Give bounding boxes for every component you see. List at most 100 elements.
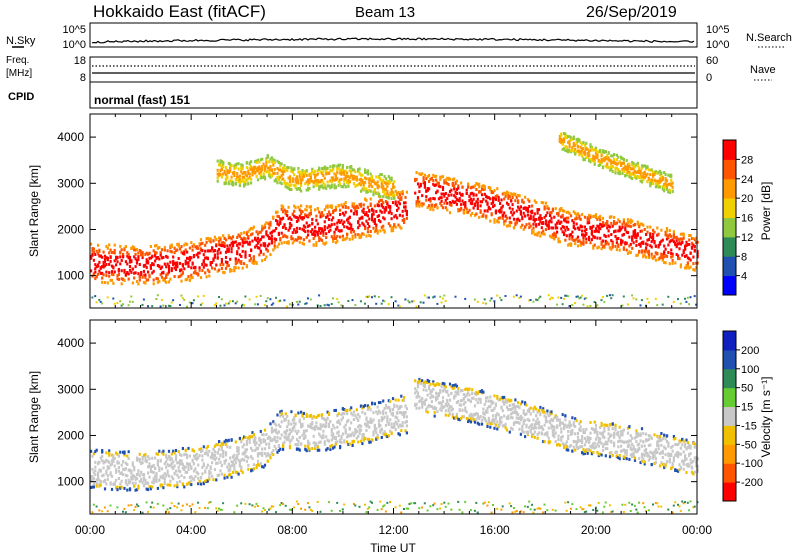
range-gate-cell-3159 <box>649 179 652 182</box>
range-gate-cell-83 <box>110 272 114 276</box>
range-gate-cell-2761 <box>596 156 599 160</box>
range-gate-cell-1396 <box>334 237 337 240</box>
range-gate-cell-544 <box>222 234 225 238</box>
range-gate-cell-132 <box>123 453 126 457</box>
range-gate-cell-692 <box>263 428 267 432</box>
range-gate-cell-3077 <box>638 171 641 174</box>
range-gate-cell-2143 <box>476 182 479 186</box>
range-gate-cell-91 <box>112 281 115 285</box>
range-gate-cell-1358 <box>439 407 442 411</box>
range-gate-cell-2436 <box>551 233 554 237</box>
range-gate-cell-73 <box>108 251 111 255</box>
colorbar-tick-label: 20 <box>741 193 753 205</box>
range-gate-cell-2205 <box>492 205 495 209</box>
range-gate-cell-15 <box>92 247 95 251</box>
range-gate-cell-3251 <box>661 185 664 189</box>
range-gate-cell-1205 <box>394 428 397 432</box>
range-gate-cell-174 <box>133 271 136 275</box>
range-gate-cell-1496 <box>347 181 350 185</box>
range-gate-cell-79 <box>109 259 112 263</box>
range-gate-cell-1286 <box>421 402 424 406</box>
range-gate-cell-548 <box>227 468 230 472</box>
range-gate-cell-2992 <box>626 170 630 174</box>
range-gate-cell-2044 <box>450 203 453 207</box>
range-gate-cell-2859 <box>608 294 611 297</box>
range-gate-cell-1486 <box>346 171 349 175</box>
range-gate-cell-1164 <box>304 230 307 234</box>
range-gate-cell-2115 <box>469 213 472 217</box>
range-gate-cell-1420 <box>337 229 340 233</box>
range-gate-cell-1642 <box>366 169 369 173</box>
range-gate-cell-2910 <box>615 162 618 166</box>
range-gate-cell-2156 <box>480 185 484 189</box>
range-gate-cell-730 <box>273 428 276 432</box>
range-gate-cell-238 <box>149 470 152 473</box>
range-gate-cell-3191 <box>653 173 656 177</box>
range-gate-cell-1137 <box>377 419 381 423</box>
range-gate-cell-4 <box>90 254 93 258</box>
range-gate-cell-211 <box>142 454 146 457</box>
range-gate-cell-406 <box>191 459 194 463</box>
range-gate-cell-1056 <box>288 177 292 181</box>
range-gate-cell-660 <box>237 242 240 246</box>
range-gate-cell-3004 <box>628 165 631 168</box>
range-gate-cell-593 <box>227 161 230 165</box>
range-gate-cell-1733 <box>379 198 382 202</box>
range-gate-cell-2135 <box>475 212 478 216</box>
range-gate-cell-2515 <box>564 145 567 149</box>
range-gate-cell-1439 <box>458 508 461 511</box>
range-gate-cell-3178 <box>652 182 655 185</box>
range-gate-cell-344 <box>176 248 179 252</box>
range-gate-cell-2060 <box>454 190 457 194</box>
range-gate-cell-1560 <box>355 177 358 181</box>
range-gate-cell-1195 <box>307 297 309 300</box>
range-gate-cell-976 <box>336 440 339 444</box>
range-gate-cell-292 <box>163 472 166 476</box>
range-gate-cell-107 <box>116 461 119 465</box>
range-gate-cell-594 <box>227 302 230 305</box>
range-gate-cell-172 <box>133 276 136 280</box>
range-gate-cell-1655 <box>368 295 371 298</box>
range-gate-cell-718 <box>270 430 273 434</box>
range-gate-cell-2629 <box>579 240 582 244</box>
range-gate-cell-63 <box>105 469 108 473</box>
range-gate-cell-2349 <box>529 224 532 228</box>
range-gate-cell-463 <box>206 444 209 448</box>
range-gate-cell-3341 <box>675 253 678 256</box>
range-gate-cell-521 <box>219 263 222 267</box>
range-gate-cell-25 <box>95 483 98 487</box>
range-gate-cell-2051 <box>451 182 454 185</box>
range-gate-cell-2935 <box>620 243 623 246</box>
range-gate-cell-1807 <box>389 205 392 208</box>
range-gate-cell-2293 <box>515 218 518 222</box>
range-gate-cell-46 <box>101 450 104 454</box>
range-gate-cell-2298 <box>517 201 520 204</box>
range-gate-cell-2594 <box>575 237 578 241</box>
range-gate-cell-2301 <box>517 217 520 221</box>
range-gate-cell-3272 <box>664 177 667 180</box>
range-gate-cell-932 <box>325 435 328 439</box>
range-gate-cell-2058 <box>454 182 457 186</box>
range-gate-cell-119 <box>119 251 122 255</box>
range-gate-cell-2148 <box>478 190 481 194</box>
range-gate-cell-1306 <box>425 407 428 411</box>
range-gate-cell-277 <box>159 253 162 257</box>
range-gate-cell-1250 <box>315 218 318 222</box>
range-gate-cell-1277 <box>418 377 421 381</box>
colorbar-segment <box>723 236 736 257</box>
range-gate-cell-603 <box>229 167 232 171</box>
range-gate-cell-1295 <box>422 401 425 404</box>
range-gate-cell-1797 <box>387 193 390 197</box>
range-gate-cell-73 <box>108 460 111 464</box>
range-gate-cell-2133 <box>473 203 477 207</box>
range-gate-cell-1780 <box>384 187 388 191</box>
range-gate-cell-1315 <box>323 176 326 180</box>
range-gate-cell-433 <box>198 251 201 255</box>
range-gate-cell-1247 <box>404 411 407 414</box>
range-gate-cell-943 <box>327 425 331 428</box>
range-gate-cell-164 <box>130 259 133 263</box>
range-gate-cell-735 <box>275 440 278 444</box>
range-gate-cell-1122 <box>298 236 301 240</box>
range-gate-cell-1169 <box>304 182 307 186</box>
range-gate-cell-1909 <box>416 200 420 204</box>
